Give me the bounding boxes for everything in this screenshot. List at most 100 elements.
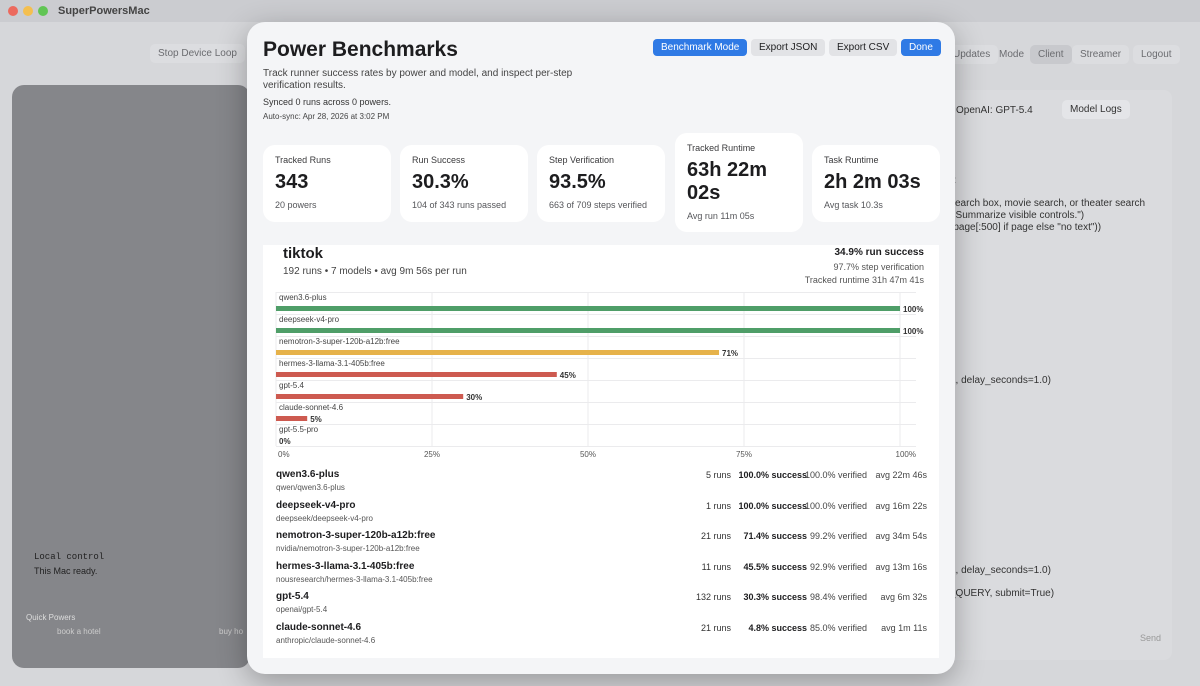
bar-label: hermes-3-llama-3.1-405b:free: [279, 359, 385, 368]
model-id: nvidia/nemotron-3-super-120b-a12b:free: [276, 544, 420, 554]
model-runs: 1 runs: [705, 500, 731, 511]
stat-label: Step Verification: [549, 155, 615, 165]
code-line: _QUERY, submit=True): [950, 588, 1055, 599]
stat-value: 343: [275, 171, 309, 193]
zoom-button[interactable]: [38, 6, 48, 16]
model-name: gpt-5.4: [276, 591, 309, 603]
title-bar: SuperPowersMac: [0, 0, 1200, 22]
stat-card: Run Success 30.3% 104 of 343 runs passed: [400, 145, 528, 222]
stat-note: Avg task 10.3s: [824, 200, 883, 210]
modal-subtitle: Track runner success rates by power and …: [263, 68, 573, 91]
success-chart: 0% 25% 50% 75% 100% qwen3.6-plus 100% deepseek-…: [275, 292, 923, 459]
model-verified: 99.2% verified: [809, 531, 867, 542]
model-verified: 98.4% verified: [809, 592, 867, 603]
mac-ready: This Mac ready.: [34, 566, 98, 576]
stat-label: Run Success: [412, 155, 466, 165]
stop-loop-button[interactable]: Stop Device Loop: [150, 44, 245, 63]
stat-card: Task Runtime 2h 2m 03s Avg task 10.3s: [812, 145, 940, 222]
sync-status: Synced 0 runs across 0 powers.: [263, 97, 392, 107]
model-picker[interactable]: OpenAI: GPT-5.4: [956, 105, 1033, 116]
bar: [276, 416, 308, 421]
bar-label: gpt-5.5-pro: [279, 425, 319, 434]
stat-value: 63h 22m 02s: [687, 159, 768, 204]
updates-button[interactable]: Updates: [945, 45, 999, 64]
model-name: qwen3.6-plus: [276, 469, 340, 480]
model-id: qwen/qwen3.6-plus: [276, 483, 345, 492]
code-line: . Summarize visible controls."): [950, 210, 1085, 221]
stat-note: Avg run 11m 05s: [687, 211, 755, 221]
quick-powers: Quick Powers: [26, 613, 76, 622]
model-name: hermes-3-llama-3.1-405b:free: [276, 560, 415, 572]
streamer-tab[interactable]: Streamer: [1072, 45, 1130, 64]
section-panel: tiktok 192 runs • 7 models • avg 9m 56s …: [263, 245, 939, 658]
client-tab[interactable]: Client: [1030, 45, 1072, 64]
send-button[interactable]: Send: [1140, 633, 1162, 643]
model-name: deepseek-v4-pro: [276, 499, 356, 511]
bar-label: gpt-5.4: [279, 381, 304, 390]
model-runs: 5 runs: [705, 470, 731, 480]
stat-note: 104 of 343 runs passed: [412, 200, 507, 210]
benchmark-modal: Power Benchmarks Benchmark Mode Export J…: [247, 22, 955, 674]
model-runs: 132 runs: [695, 592, 731, 603]
value-label: 0%: [279, 437, 291, 446]
quick-power[interactable]: buy ho: [219, 627, 244, 636]
bar: [276, 394, 464, 399]
bar: [276, 306, 900, 311]
model-runs: 21 runs: [700, 531, 731, 542]
model-id: nousresearch/hermes-3-llama-3.1-405b:fre…: [276, 574, 433, 584]
value-label: 5%: [310, 415, 322, 424]
stat-label: Task Runtime: [824, 155, 879, 165]
section-run-success: 34.9% run success: [834, 247, 925, 258]
logout-button[interactable]: Logout: [1133, 45, 1180, 64]
bar-label: qwen3.6-plus: [279, 293, 327, 302]
console-panel: OpenAI: GPT-5.4 Model Logs Send ):search…: [940, 90, 1172, 660]
minimize-button[interactable]: [23, 6, 33, 16]
export-json-button[interactable]: Export JSON: [751, 39, 826, 56]
model-avg: avg 13m 16s: [875, 561, 927, 572]
model-success: 100.0% success: [738, 470, 807, 480]
model-runs: 21 runs: [700, 623, 731, 633]
stat-value: 30.3%: [412, 171, 469, 193]
stat-card: Step Verification 93.5% 663 of 709 steps v…: [537, 145, 665, 222]
window-title: SuperPowersMac: [58, 5, 150, 17]
quick-power[interactable]: book a hotel: [57, 627, 101, 636]
model-verified: 100.0% verified: [804, 500, 867, 511]
stat-label: Tracked Runtime: [687, 143, 756, 153]
close-button[interactable]: [8, 6, 18, 16]
local-control: Local control: [34, 552, 105, 562]
done-button[interactable]: Done: [901, 39, 941, 56]
code-line: 1, delay_seconds=1.0): [950, 375, 1051, 386]
model-logs-button[interactable]: Model Logs: [1062, 100, 1130, 119]
device-panel: Local control This Mac ready. Quick Powe…: [12, 85, 250, 668]
auto-sync: Auto-sync: Apr 28, 2026 at 3:02 PM: [263, 112, 390, 121]
model-id: openai/gpt-5.4: [276, 605, 328, 615]
model-verified: 85.0% verified: [809, 623, 867, 633]
model-success: 45.5% success: [743, 561, 807, 572]
section-step-verification: 97.7% step verification: [833, 262, 924, 272]
model-name: nemotron-3-super-120b-a12b:free: [276, 530, 436, 542]
benchmark-mode-button[interactable]: Benchmark Mode: [653, 39, 748, 56]
x-tick-label: 50%: [580, 450, 596, 459]
bar-label: deepseek-v4-pro: [279, 315, 340, 324]
value-label: 71%: [722, 349, 738, 358]
model-avg: avg 34m 54s: [875, 531, 927, 542]
stat-card: Tracked Runtime 63h 22m 02s Avg run 11m 05…: [675, 133, 803, 232]
x-tick-label: 0%: [278, 450, 290, 459]
modal-title: Power Benchmarks: [263, 38, 458, 61]
model-id: deepseek/deepseek-v4-pro: [276, 513, 373, 523]
stat-label: Tracked Runs: [275, 155, 331, 165]
export-csv-button[interactable]: Export CSV: [829, 39, 898, 56]
x-tick-label: 75%: [736, 450, 752, 459]
stat-value: 93.5%: [549, 171, 606, 193]
section-runtime: Tracked runtime 31h 47m 41s: [804, 275, 924, 285]
model-runs: 11 runs: [701, 561, 731, 572]
model-id: anthropic/claude-sonnet-4.6: [276, 636, 376, 645]
model-avg: avg 16m 22s: [875, 500, 927, 511]
stat-value: 2h 2m 03s: [824, 171, 921, 193]
value-label: 30%: [466, 393, 482, 402]
stat-note: 20 powers: [275, 200, 317, 210]
section-name: tiktok: [283, 245, 324, 262]
model-avg: avg 6m 32s: [880, 592, 927, 603]
value-label: 100%: [903, 327, 923, 336]
